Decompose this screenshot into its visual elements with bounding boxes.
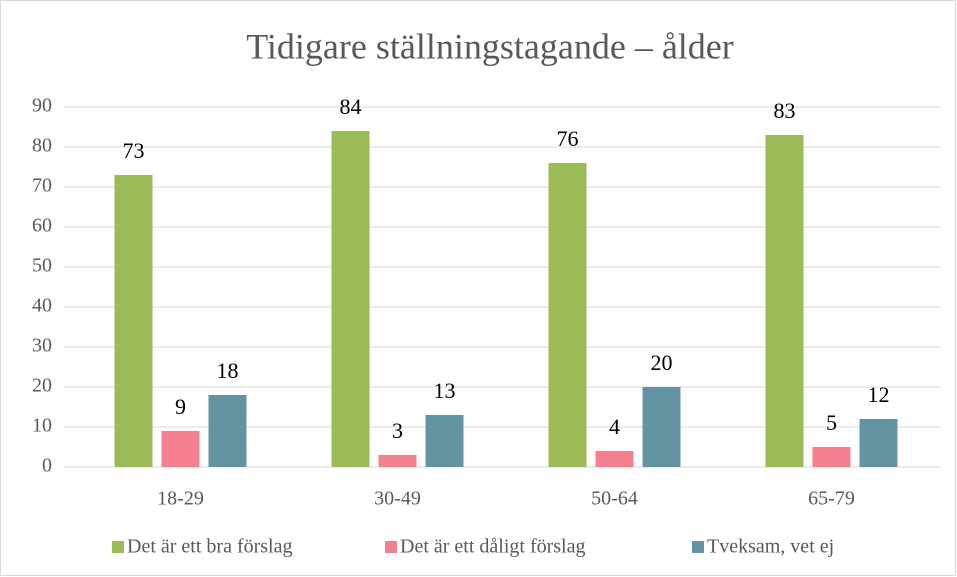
x-tick-label: 65-79: [808, 488, 855, 510]
data-label: 84: [340, 94, 362, 119]
data-label: 4: [609, 414, 620, 439]
data-label: 20: [651, 350, 673, 375]
bar: [425, 415, 464, 467]
bar: [378, 455, 417, 467]
data-label: 73: [123, 138, 145, 163]
data-label: 9: [175, 394, 186, 419]
data-label: 13: [434, 378, 456, 403]
y-tick-label: 40: [32, 295, 52, 317]
legend-swatch: [385, 541, 397, 553]
y-tick-label: 80: [32, 135, 52, 157]
data-label: 18: [217, 358, 239, 383]
y-tick-label: 70: [32, 175, 52, 197]
chart-title: Tidigare ställningstagande – ålder: [246, 26, 734, 66]
data-label: 76: [557, 126, 579, 151]
bar: [812, 447, 851, 467]
y-tick-label: 90: [32, 95, 52, 117]
bar: [642, 387, 681, 467]
y-tick-label: 10: [32, 415, 52, 437]
bar: [114, 175, 153, 467]
data-label: 5: [826, 410, 837, 435]
legend-label: Tveksam, vet ej: [707, 536, 834, 558]
y-tick-label: 30: [32, 335, 52, 357]
y-tick-label: 20: [32, 375, 52, 397]
bar: [208, 395, 247, 467]
x-tick-label: 30-49: [374, 488, 421, 510]
bar: [859, 419, 898, 467]
x-tick-label: 18-29: [157, 488, 204, 510]
bar: [331, 131, 370, 467]
y-tick-label: 0: [42, 455, 52, 477]
bar: [161, 431, 200, 467]
x-tick-label: 50-64: [591, 488, 638, 510]
legend-swatch: [112, 541, 124, 553]
bar: [765, 135, 804, 467]
data-label: 12: [868, 382, 890, 407]
y-tick-label: 50: [32, 255, 52, 277]
bar: [548, 163, 587, 467]
y-tick-label: 60: [32, 215, 52, 237]
data-label: 83: [774, 98, 796, 123]
bar: [595, 451, 634, 467]
legend-label: Det är ett dåligt förslag: [400, 536, 586, 558]
legend-label: Det är ett bra förslag: [127, 536, 292, 558]
data-label: 3: [392, 418, 403, 443]
legend-swatch: [692, 541, 704, 553]
